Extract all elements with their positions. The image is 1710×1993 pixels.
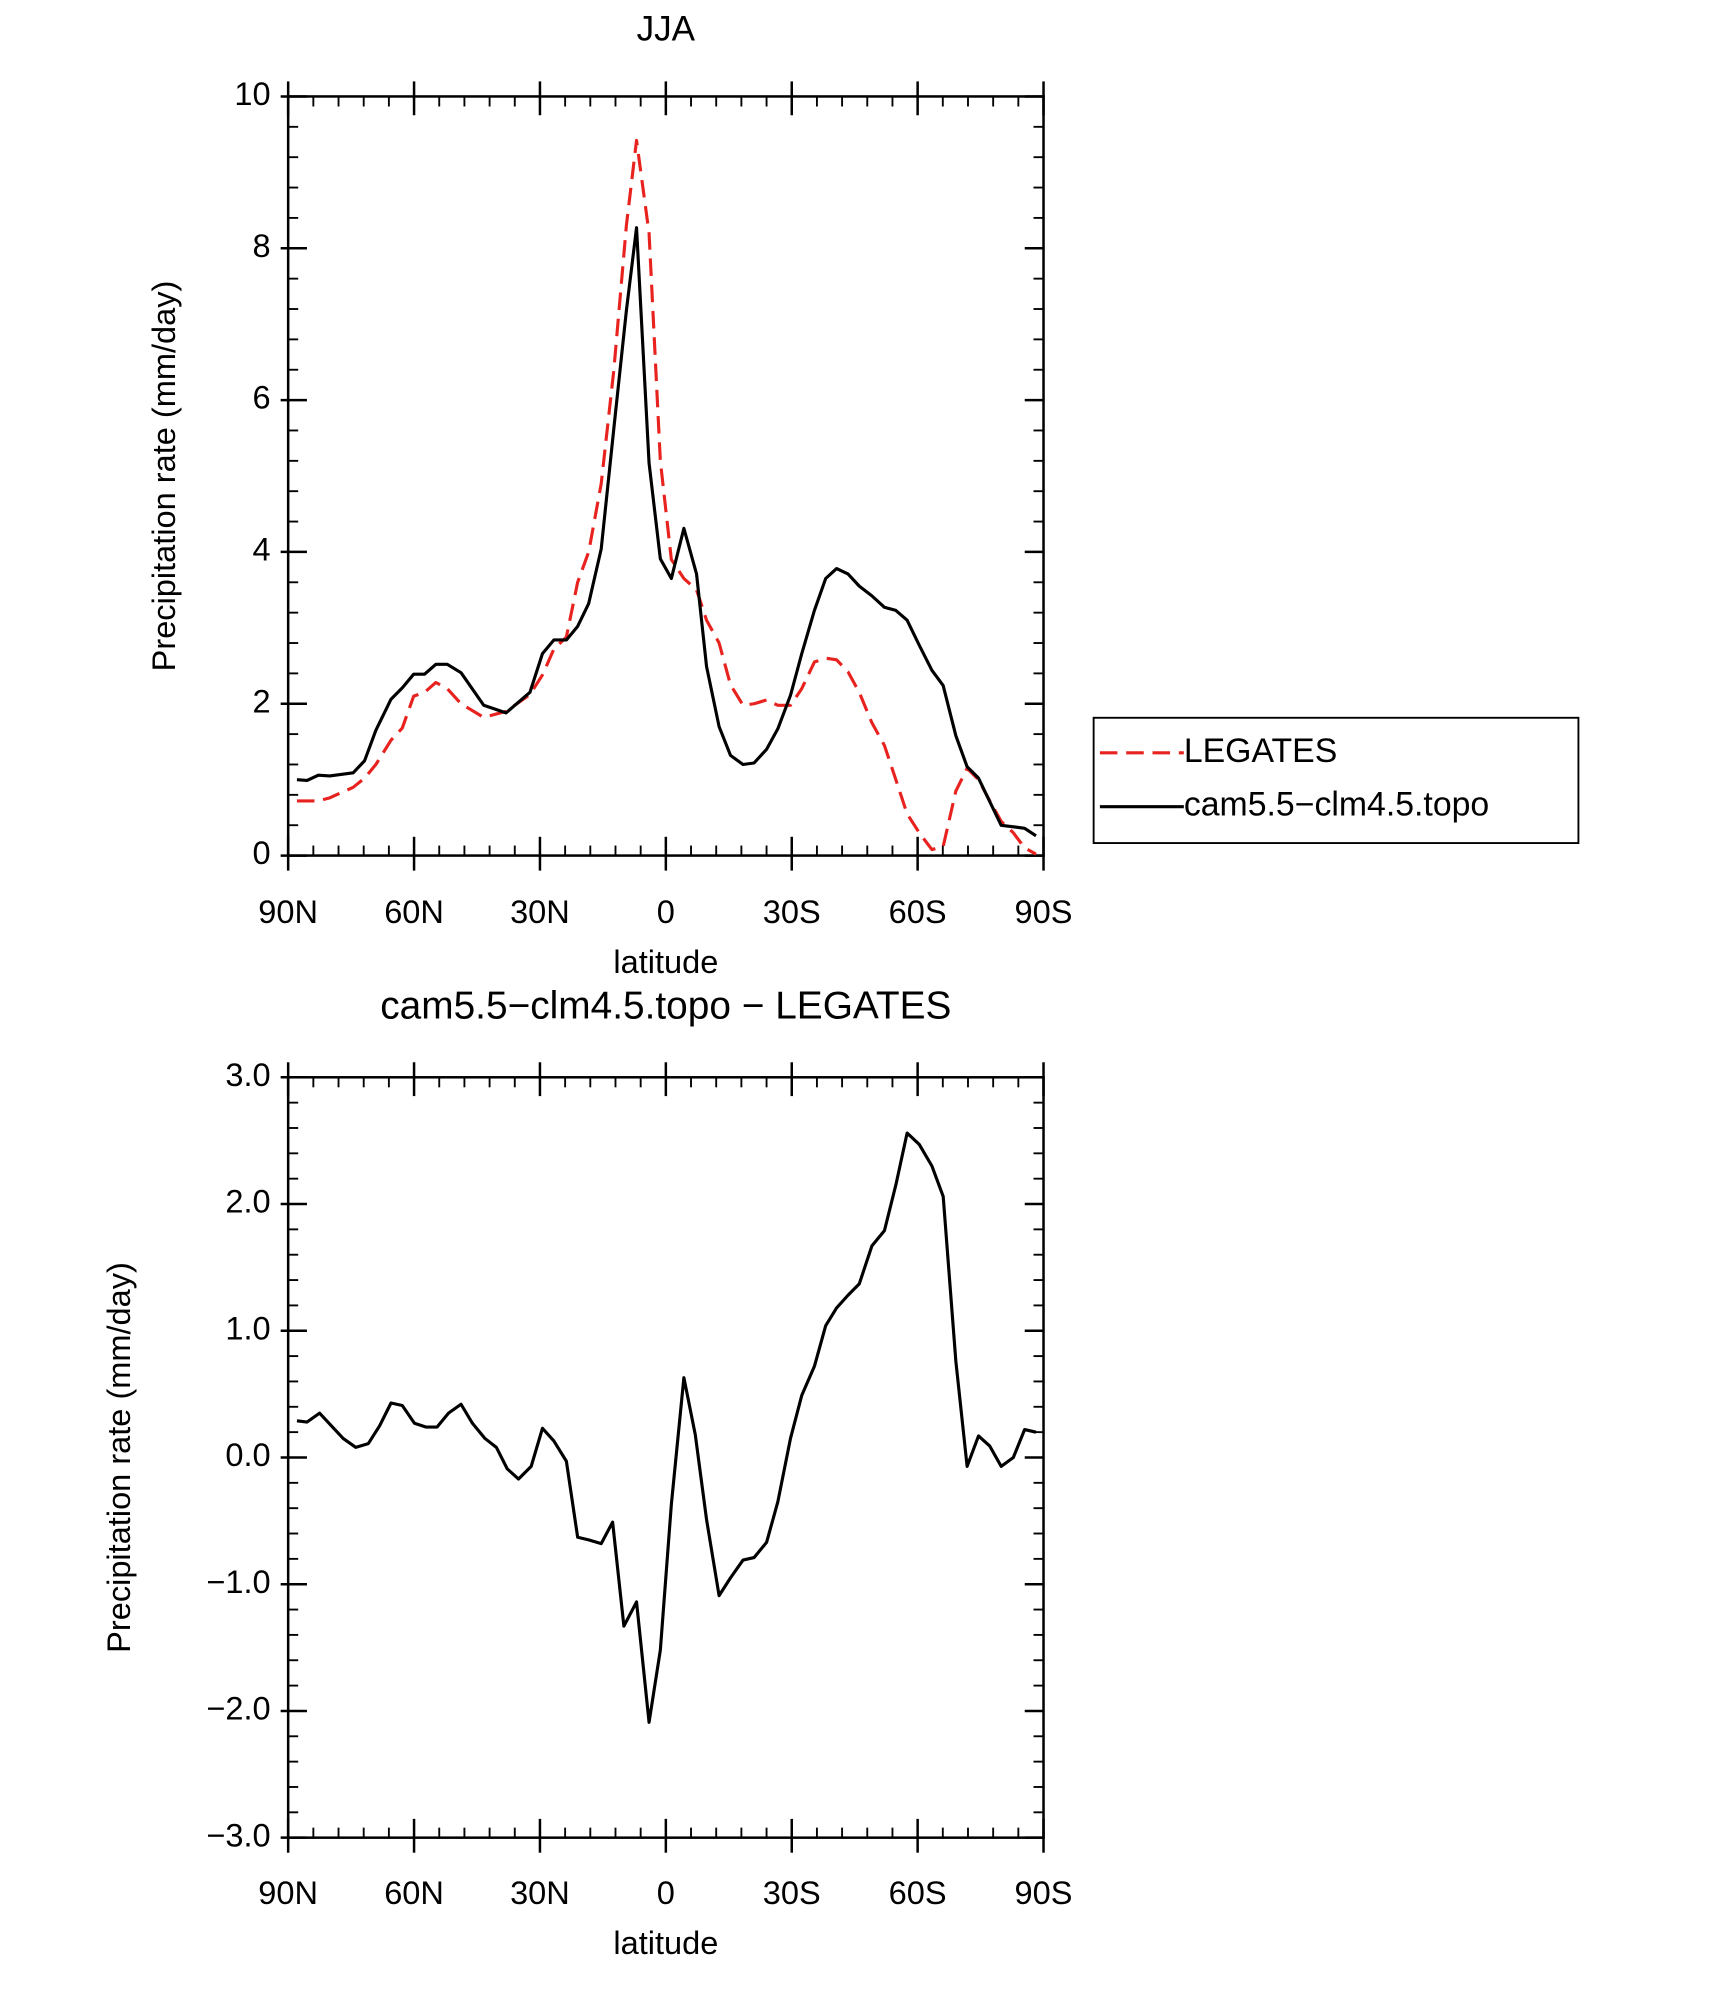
- data-line: [296, 226, 1037, 838]
- legend-label: LEGATES: [1184, 732, 1337, 770]
- legend-label: cam5.5−clm4.5.topo: [1184, 786, 1489, 824]
- legend-box: [1092, 716, 1580, 844]
- chart-title: cam5.5−clm4.5.topo − LEGATES: [380, 985, 951, 1028]
- plot-frame: [286, 95, 1045, 857]
- y-tick-label: −3.0: [206, 1817, 270, 1853]
- x-tick-label: 30N: [510, 1875, 570, 1911]
- y-tick-label: −2.0: [206, 1691, 270, 1727]
- y-tick-label: 4: [253, 532, 271, 568]
- x-tick-label: 90N: [258, 894, 318, 930]
- y-tick-label: 10: [234, 76, 270, 112]
- x-tick-label: 30S: [763, 894, 821, 930]
- y-axis-label: Precipitation rate (mm/day): [101, 1262, 137, 1653]
- data-line: [296, 1131, 1037, 1724]
- x-tick-label: 60S: [889, 1875, 947, 1911]
- y-tick-label: 2: [253, 683, 271, 719]
- y-tick-label: 3.0: [225, 1057, 270, 1093]
- x-tick-label: 0: [657, 894, 675, 930]
- chart-title: JJA: [637, 10, 696, 49]
- y-axis-label: Precipitation rate (mm/day): [146, 281, 182, 672]
- y-tick-label: 8: [253, 228, 271, 264]
- x-tick-label: 30N: [510, 894, 570, 930]
- x-tick-label: 90S: [1015, 894, 1073, 930]
- x-tick-label: 90S: [1015, 1875, 1073, 1911]
- x-tick-label: 90N: [258, 1875, 318, 1911]
- x-tick-label: 0: [657, 1875, 675, 1911]
- x-tick-label: 30S: [763, 1875, 821, 1911]
- y-tick-label: 6: [253, 380, 271, 416]
- y-tick-label: 0: [253, 835, 271, 871]
- y-tick-label: 1.0: [225, 1310, 270, 1346]
- plot-frame: [286, 1076, 1045, 1839]
- data-line: [296, 138, 1037, 856]
- x-axis-label: latitude: [613, 1925, 718, 1961]
- y-tick-label: 2.0: [225, 1184, 270, 1220]
- x-tick-label: 60N: [384, 894, 444, 930]
- y-tick-label: −1.0: [206, 1564, 270, 1600]
- x-tick-label: 60N: [384, 1875, 444, 1911]
- x-axis-label: latitude: [613, 944, 718, 980]
- x-tick-label: 60S: [889, 894, 947, 930]
- y-tick-label: 0.0: [225, 1437, 270, 1473]
